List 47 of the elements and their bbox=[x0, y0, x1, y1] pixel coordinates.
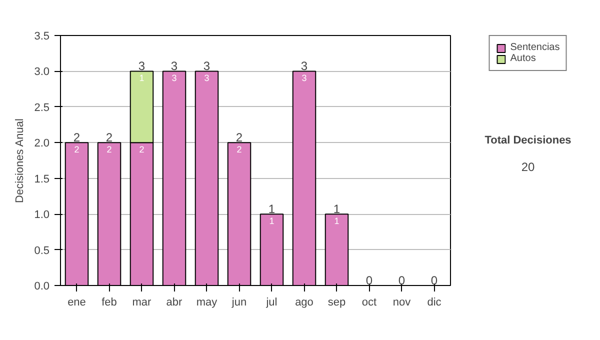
text: 20 bbox=[521, 160, 535, 174]
total-label: 1 bbox=[333, 202, 340, 216]
total-label: 1 bbox=[268, 202, 276, 216]
data-label: 2 bbox=[74, 144, 80, 155]
x-tick-label: dic bbox=[427, 296, 442, 308]
total-label: 3 bbox=[203, 59, 210, 74]
y-axis-title: Decisiones Anual bbox=[14, 118, 26, 203]
x-tick-label: ago bbox=[295, 296, 314, 308]
y-tick-label: 0.5 bbox=[34, 244, 50, 257]
data-label: 1 bbox=[334, 216, 340, 226]
y-tick-label: 0.0 bbox=[34, 280, 50, 292]
data-label: 3 bbox=[302, 73, 307, 84]
x-tick-label: abr bbox=[166, 296, 183, 308]
x-tick-label: nov bbox=[392, 296, 412, 308]
data-label: 2 bbox=[139, 144, 144, 155]
legend-label: Autos bbox=[510, 53, 536, 64]
y-tick-label: 1.5 bbox=[34, 173, 50, 186]
y-tick-label: 2.0 bbox=[34, 138, 50, 150]
total-label: 0 bbox=[398, 274, 406, 288]
total-label: 0 bbox=[366, 274, 373, 288]
x-tick-label: may bbox=[196, 296, 218, 308]
x-tick-label: mar bbox=[132, 296, 152, 308]
total-label: 0 bbox=[430, 274, 438, 288]
total-label: 3 bbox=[300, 59, 308, 74]
data-label: 2 bbox=[106, 144, 112, 155]
y-tick-label: 3.5 bbox=[34, 30, 50, 42]
y-tick-label: 2.5 bbox=[34, 102, 50, 114]
data-label: 2 bbox=[236, 144, 242, 155]
x-tick-label: oct bbox=[362, 296, 377, 308]
x-tick-label: feb bbox=[102, 296, 117, 308]
legend-label: Sentencias bbox=[510, 42, 560, 53]
data-label: 1 bbox=[139, 73, 144, 84]
total-label: 2 bbox=[236, 130, 243, 145]
data-label: 3 bbox=[172, 73, 177, 84]
data-label: 3 bbox=[204, 73, 210, 84]
total-label: 2 bbox=[106, 130, 113, 145]
y-tick-label: 3.0 bbox=[34, 66, 50, 78]
total-label: 3 bbox=[170, 59, 178, 74]
x-tick-label: ene bbox=[68, 296, 86, 308]
total-label: 3 bbox=[138, 59, 146, 74]
x-tick-label: sep bbox=[328, 296, 346, 308]
x-tick-label: jun bbox=[230, 296, 247, 308]
x-tick-label: jul bbox=[265, 296, 278, 308]
text: Total Decisiones bbox=[484, 134, 572, 147]
total-label: 2 bbox=[73, 130, 80, 145]
data-label: 1 bbox=[269, 216, 274, 226]
y-tick-label: 1.0 bbox=[34, 209, 50, 222]
